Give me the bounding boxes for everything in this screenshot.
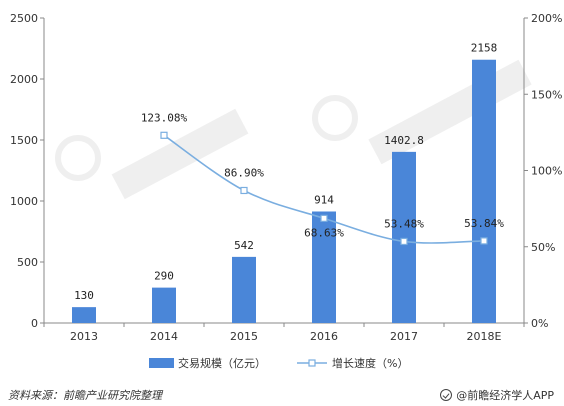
bar xyxy=(392,151,416,323)
line-point xyxy=(320,214,328,222)
y-right-tick-label: 0% xyxy=(531,317,548,330)
x-tick-label: 2018E xyxy=(467,330,502,343)
y-right-tick-label: 50% xyxy=(531,241,555,254)
y-left-tick-label: 2500 xyxy=(10,12,38,25)
bar-series xyxy=(72,59,496,323)
x-tick-label: 2013 xyxy=(70,330,98,343)
growth-value-label: 86.90% xyxy=(224,166,264,179)
y-right-tick-label: 100% xyxy=(531,165,562,178)
data-labels: 130 290 542 914 1402.8 2158 123.08% 86.90% 68.63… xyxy=(74,42,504,302)
growth-value-label: 53.48% xyxy=(384,217,424,230)
line-series xyxy=(160,131,488,246)
line-point xyxy=(480,237,488,245)
bar-value-label: 1402.8 xyxy=(384,134,424,147)
growth-value-label: 123.08% xyxy=(141,111,188,124)
legend-line-marker xyxy=(308,359,316,367)
y-left-tick-label: 1000 xyxy=(10,195,38,208)
bar xyxy=(312,211,336,323)
legend-bar-swatch xyxy=(149,358,174,368)
bar-value-label: 2158 xyxy=(471,42,498,55)
bar xyxy=(232,256,256,323)
source-note: 资料来源：前瞻产业研究院整理 xyxy=(8,389,162,402)
legend-line-label: 增长速度（%） xyxy=(332,356,408,370)
x-tick-label: 2017 xyxy=(390,330,418,343)
line-point xyxy=(400,237,408,246)
y-right-tick-label: 200% xyxy=(531,12,562,25)
growth-value-label: 53.84% xyxy=(464,217,504,230)
y-right-tick-label: 150% xyxy=(531,88,562,101)
brand-credit: @前瞻经济学人APP xyxy=(440,387,554,403)
y-left-tick-label: 500 xyxy=(17,256,38,269)
bar xyxy=(472,59,496,323)
watermark xyxy=(55,59,532,200)
growth-value-label: 68.63% xyxy=(304,226,344,239)
axes: 0 500 1000 1500 2000 2500 0% 50% 100% 150% 200% 201… xyxy=(10,12,562,343)
brand-logo-icon xyxy=(440,389,453,401)
x-tick-label: 2015 xyxy=(230,330,258,343)
bar-value-label: 130 xyxy=(74,289,94,302)
legend-bar-label: 交易规模（亿元） xyxy=(178,356,266,370)
legend: 交易规模（亿元） 增长速度（%） xyxy=(149,356,408,370)
line-point xyxy=(160,131,168,139)
x-tick-label: 2014 xyxy=(150,330,178,343)
y-left-tick-label: 2000 xyxy=(10,73,38,86)
line-point xyxy=(240,186,248,195)
x-tick-label: 2016 xyxy=(310,330,338,343)
bar-value-label: 914 xyxy=(314,193,334,206)
bar xyxy=(72,307,96,323)
y-left-tick-label: 1500 xyxy=(10,134,38,147)
bar xyxy=(152,287,176,323)
y-left-tick-label: 0 xyxy=(31,317,38,330)
brand-text: @前瞻经济学人APP xyxy=(456,389,554,402)
bar-value-label: 290 xyxy=(154,270,174,283)
bar-value-label: 542 xyxy=(234,239,254,252)
